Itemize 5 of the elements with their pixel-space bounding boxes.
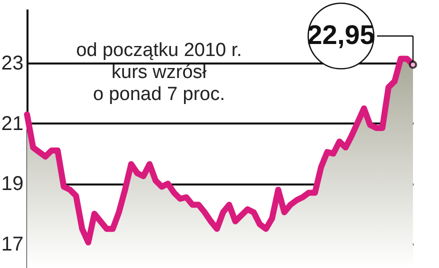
y-tick-label: 23 bbox=[1, 52, 24, 75]
y-tick-label: 21 bbox=[1, 112, 24, 135]
y-tick-label: 17 bbox=[1, 233, 24, 256]
annotation: od początku 2010 r. kurs wzrósł o ponad 7 proc. bbox=[76, 40, 242, 105]
y-tick-label: 19 bbox=[1, 173, 24, 196]
